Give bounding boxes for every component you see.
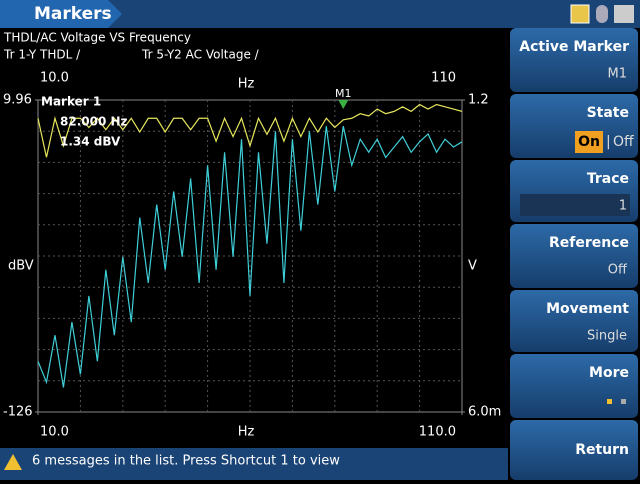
chart: Tr 1-Y THDL / Tr 5-Y2 AC Voltage / 10.0 110… [3,48,501,440]
softkey-label: Return [575,442,629,458]
softkey-label: Movement [546,301,629,317]
softkey-value: 1 [619,199,627,214]
softkey[interactable] [510,28,638,92]
marker-name: M1 [335,87,352,100]
marker-title: Marker 1 [41,95,101,109]
softkey-label: More [589,365,629,381]
x-tick-label: 110.0 [419,425,456,440]
y-tick-label: -126 [3,405,33,420]
state-option: On [578,134,600,150]
softkey-value: Single [587,329,627,344]
x2-axis-label: Hz [238,77,255,92]
x-tick-label: 110 [431,71,456,86]
y-tick-label: 6.0m [468,405,501,420]
softkey[interactable] [510,94,638,158]
trace-field [520,194,630,216]
marker-x-readout: 82.000 Hz [60,115,128,129]
state-option: Off [613,134,634,150]
header-title: Markers [34,4,112,24]
softkey-value: M1 [608,67,628,82]
softkey[interactable] [510,290,638,352]
y2-axis-label: V [468,259,477,274]
state-separator: | [606,134,611,150]
bluetooth-icon [596,5,608,23]
trace-line [37,103,463,158]
y-axis-label: dBV [8,259,34,274]
trace-label: Tr 5-Y2 AC Voltage / [141,48,260,62]
chart-title: THDL/AC Voltage VS Frequency [3,31,191,45]
softkey-label: State [587,105,629,121]
usb-icon [614,5,634,23]
trace-line [37,126,463,388]
marker-triangle [338,100,349,109]
softkey[interactable] [510,354,638,418]
softkey-label: Trace [587,171,629,187]
y-tick-label: 9.96 [3,93,32,108]
x-tick-label: 10.0 [40,71,69,86]
y-tick-label: 1.2 [468,93,489,108]
marker-y-readout: 1.34 dBV [60,135,121,149]
status-bar [0,448,508,480]
softkey[interactable] [510,224,638,288]
page-dot [621,399,626,404]
home-icon[interactable] [570,4,590,24]
header-tab [0,0,122,28]
softkey-label: Reference [549,235,629,251]
trace-label: Tr 1-Y THDL / [3,48,81,62]
page-dot [607,399,612,404]
softkey[interactable] [510,420,638,480]
x-tick-label: 10.0 [40,425,69,440]
state-on-box [575,131,603,153]
softkey-label: Active Marker [519,39,629,55]
softkey-value: Off [608,263,628,278]
status-text: 6 messages in the list. Press Shortcut 1… [32,454,340,469]
warning-icon [4,454,22,470]
x-axis-label: Hz [238,425,255,440]
